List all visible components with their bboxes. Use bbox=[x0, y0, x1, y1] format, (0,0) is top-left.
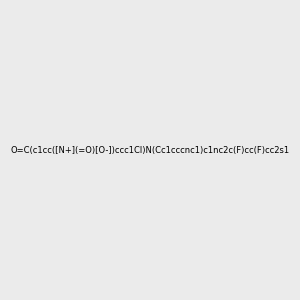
Text: O=C(c1cc([N+](=O)[O-])ccc1Cl)N(Cc1cccnc1)c1nc2c(F)cc(F)cc2s1: O=C(c1cc([N+](=O)[O-])ccc1Cl)N(Cc1cccnc1… bbox=[11, 146, 290, 154]
